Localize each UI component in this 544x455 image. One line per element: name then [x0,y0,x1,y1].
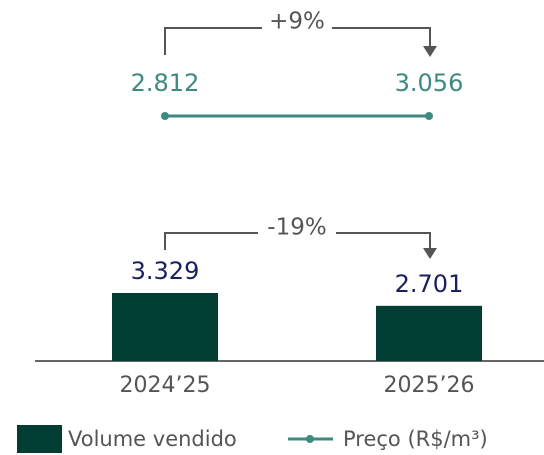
price-point [161,112,169,120]
annotation: +9% [269,9,325,35]
legend-label: Preço (R$/m³) [343,427,488,451]
value-label: 3.329 [131,257,200,285]
value-label: 3.056 [395,69,464,97]
legend-swatch [17,425,62,453]
x-tick-label: 2024’25 [120,373,211,398]
legend-dot [306,435,314,443]
arrow [423,46,437,57]
bar [376,305,482,361]
x-tick-label: 2025’26 [384,373,475,398]
arrow [423,248,437,259]
legend-label: Volume vendido [68,427,237,451]
price-point [425,112,433,120]
annotation: -19% [267,215,326,241]
value-label: 2.812 [131,69,200,97]
brackets [164,27,431,250]
value-label: 2.701 [395,270,464,298]
bracket-bottom [164,232,431,250]
bracket-top [164,27,431,55]
bar [112,293,218,361]
